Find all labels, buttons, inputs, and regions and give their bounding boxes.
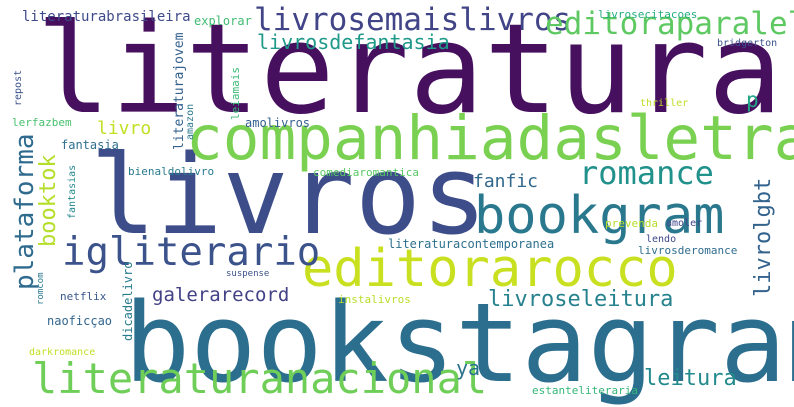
word-livrolgbt: livrolgbt — [751, 177, 776, 297]
word-livro: livro — [97, 118, 152, 139]
word-companhiadasletras: companhiadasletras — [186, 103, 794, 174]
word-fanfic: fanfic — [473, 171, 539, 192]
word-igliterario: igliterario — [62, 230, 321, 275]
word-naoficcao: naoficçao — [47, 314, 113, 328]
word-netflix: netflix — [60, 290, 107, 303]
word-bridgerton: bridgerton — [717, 38, 778, 49]
word-romance: romance — [579, 154, 714, 192]
word-editoraparalela: editoraparalela — [545, 6, 794, 42]
word-editorarocco: editorarocco — [302, 239, 678, 299]
word-amolivros: amolivros — [245, 116, 311, 130]
word-dicadelivro: dicadelivro — [121, 261, 135, 341]
word-romcom: romcom — [36, 272, 46, 305]
word-booktok: booktok — [36, 154, 61, 247]
word-fantasias: fantasias — [67, 164, 78, 219]
word-suspense: suspense — [226, 269, 270, 279]
word-lerfazbem: lerfazbem — [12, 116, 72, 129]
word-leiamais: leiamais — [229, 67, 242, 120]
word-livrosdefantasia: livrosdefantasia — [257, 30, 450, 54]
word-prevenda: prevenda — [605, 217, 658, 230]
word-bookstagram: bookstagram — [124, 279, 794, 407]
word-amazon: amazon — [185, 103, 196, 140]
word-livros: livros — [90, 131, 488, 259]
word-repost: repost — [13, 69, 24, 106]
word-livrosderomance: livrosderomance — [638, 244, 738, 257]
word-livroseleitura: livroseleitura — [488, 287, 674, 312]
word-comediaromantica: comediaromantica — [313, 166, 419, 179]
word-literatura: literatura — [36, 0, 783, 142]
word-literaturacontemporanea: literaturacontemporanea — [388, 237, 555, 251]
word-explorar: explorar — [194, 14, 252, 28]
word-bookgram: bookgram — [474, 186, 725, 246]
word-plataforma: plataforma — [10, 133, 40, 290]
word-darkromance: darkromance — [29, 347, 96, 358]
word-p: p — [746, 88, 759, 112]
word-lendo: lendo — [646, 234, 677, 245]
word-leitura: leitura — [644, 366, 737, 391]
word-amoler: amoler — [666, 218, 703, 229]
word-thriller: thriller — [640, 98, 689, 109]
word-galerarecord: galerarecord — [152, 284, 290, 306]
word-estanteliteraria: estanteliteraria — [532, 384, 638, 397]
word-livrosecitacoes: livrosecitacoes — [598, 8, 698, 21]
word-instalivros: instalivros — [338, 293, 411, 306]
word-ya: ya — [456, 356, 481, 380]
word-literaturanacional: literaturanacional — [32, 354, 488, 403]
word-fantasia: fantasia — [61, 138, 119, 152]
word-livrosemaislivros: livrosemaislivros — [254, 2, 572, 38]
word-bienaldolivro: bienaldolivro — [128, 165, 215, 178]
word-literaturabrasileira: literaturabrasileira — [22, 9, 191, 25]
